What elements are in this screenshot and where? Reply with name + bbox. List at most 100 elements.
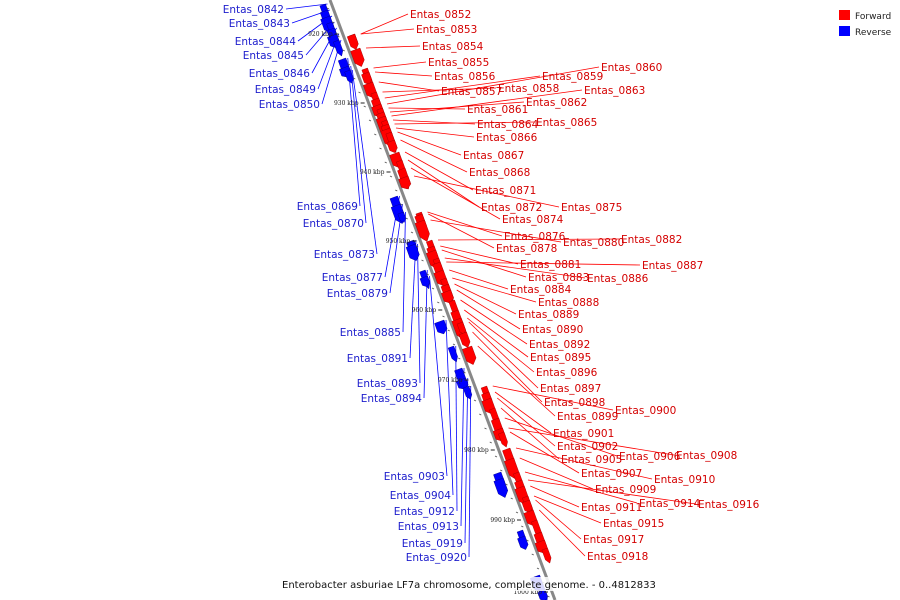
- forward-gene-label[interactable]: Entas_0878: [496, 243, 557, 255]
- forward-gene-label[interactable]: Entas_0874: [502, 214, 564, 226]
- forward-gene-label[interactable]: Entas_0918: [587, 551, 648, 563]
- forward-gene-label[interactable]: Entas_0910: [654, 474, 715, 486]
- forward-gene-label[interactable]: Entas_0868: [469, 167, 530, 179]
- reverse-gene-label[interactable]: Entas_0903: [384, 471, 445, 483]
- reverse-gene-label[interactable]: Entas_0850: [259, 99, 320, 111]
- forward-gene-label[interactable]: Entas_0896: [536, 367, 598, 379]
- forward-gene-label[interactable]: Entas_0907: [581, 468, 642, 480]
- forward-gene-label[interactable]: Entas_0858: [498, 83, 559, 95]
- forward-gene-label[interactable]: Entas_0897: [540, 383, 601, 395]
- forward-gene-label[interactable]: Entas_0892: [529, 339, 590, 351]
- reverse-gene-label[interactable]: Entas_0893: [357, 378, 418, 390]
- forward-gene-label[interactable]: Entas_0853: [416, 24, 477, 36]
- forward-gene-label[interactable]: Entas_0916: [698, 499, 760, 511]
- reverse-gene-feature[interactable]: [456, 377, 469, 391]
- reverse-gene-label[interactable]: Entas_0904: [390, 490, 452, 502]
- forward-gene-label[interactable]: Entas_0866: [476, 132, 538, 144]
- forward-gene-label[interactable]: Entas_0863: [584, 85, 645, 97]
- reverse-gene-label[interactable]: Entas_0873: [314, 249, 375, 261]
- forward-gene-label[interactable]: Entas_0855: [428, 57, 489, 69]
- forward-gene-label[interactable]: Entas_0871: [475, 185, 536, 197]
- forward-gene-label[interactable]: Entas_0852: [410, 9, 471, 21]
- reverse-gene-label[interactable]: Entas_0885: [340, 327, 401, 339]
- forward-gene-label[interactable]: Entas_0875: [561, 202, 622, 214]
- reverse-gene-label[interactable]: Entas_0843: [229, 18, 290, 30]
- forward-gene-label[interactable]: Entas_0884: [510, 284, 572, 296]
- forward-gene-label[interactable]: Entas_0886: [587, 273, 649, 285]
- forward-gene-label[interactable]: Entas_0888: [538, 297, 599, 309]
- reverse-gene-feature[interactable]: [447, 345, 459, 363]
- reverse-gene-label[interactable]: Entas_0870: [303, 218, 364, 230]
- reverse-gene-feature[interactable]: [537, 589, 549, 600]
- forward-gene-label[interactable]: Entas_0872: [481, 202, 542, 214]
- forward-gene-feature[interactable]: [458, 331, 472, 349]
- forward-gene-label[interactable]: Entas_0905: [561, 454, 622, 466]
- forward-gene-label[interactable]: Entas_0867: [463, 150, 524, 162]
- forward-gene-feature[interactable]: [441, 289, 455, 305]
- reverse-gene-label[interactable]: Entas_0846: [249, 68, 311, 80]
- forward-gene-label[interactable]: Entas_0908: [676, 450, 737, 462]
- forward-gene-label[interactable]: Entas_0864: [477, 119, 539, 131]
- forward-gene-label[interactable]: Entas_0915: [603, 518, 664, 530]
- reverse-gene-label[interactable]: Entas_0913: [398, 521, 459, 533]
- forward-gene-label[interactable]: Entas_0862: [526, 97, 587, 109]
- reverse-gene-label[interactable]: Entas_0912: [394, 506, 455, 518]
- reverse-gene-feature[interactable]: [493, 477, 510, 499]
- forward-gene-feature[interactable]: [350, 47, 367, 68]
- forward-gene-label[interactable]: Entas_0887: [642, 260, 703, 272]
- reverse-gene-label[interactable]: Entas_0842: [223, 4, 284, 16]
- reverse-gene-feature[interactable]: [462, 385, 473, 400]
- reverse-gene-label[interactable]: Entas_0849: [255, 84, 316, 96]
- reverse-gene-label[interactable]: Entas_0894: [361, 393, 423, 405]
- forward-gene-label[interactable]: Entas_0901: [553, 428, 614, 440]
- forward-gene-label[interactable]: Entas_0898: [544, 397, 605, 409]
- forward-gene-label[interactable]: Entas_0861: [467, 104, 528, 116]
- forward-gene-feature[interactable]: [456, 321, 467, 335]
- reverse-gene-label[interactable]: Entas_0844: [235, 36, 297, 48]
- reverse-gene-feature[interactable]: [397, 211, 407, 223]
- forward-gene-label[interactable]: Entas_0859: [542, 71, 603, 83]
- reverse-gene-feature[interactable]: [344, 69, 355, 84]
- forward-gene-label[interactable]: Entas_0860: [601, 62, 662, 74]
- forward-gene-label[interactable]: Entas_0900: [615, 405, 676, 417]
- reverse-gene-label[interactable]: Entas_0877: [322, 272, 383, 284]
- forward-gene-label[interactable]: Entas_0854: [422, 41, 484, 53]
- reverse-gene-feature[interactable]: [405, 243, 421, 262]
- forward-gene-label[interactable]: Entas_0914: [639, 498, 701, 510]
- forward-gene-label[interactable]: Entas_0909: [595, 484, 656, 496]
- forward-gene-label[interactable]: Entas_0917: [583, 534, 644, 546]
- forward-gene-label[interactable]: Entas_0899: [557, 411, 618, 423]
- forward-gene-feature[interactable]: [414, 219, 432, 243]
- forward-gene-feature[interactable]: [462, 345, 478, 366]
- reverse-gene-label[interactable]: Entas_0869: [297, 201, 358, 213]
- reverse-gene-feature[interactable]: [333, 39, 344, 57]
- forward-gene-label[interactable]: Entas_0882: [621, 234, 682, 246]
- forward-gene-label[interactable]: Entas_0902: [557, 441, 618, 453]
- forward-gene-feature[interactable]: [346, 33, 360, 51]
- reverse-gene-feature[interactable]: [517, 535, 529, 551]
- reverse-gene-label[interactable]: Entas_0919: [402, 538, 463, 550]
- reverse-gene-label[interactable]: Entas_0891: [347, 353, 408, 365]
- reverse-gene-feature[interactable]: [434, 319, 449, 336]
- forward-gene-label[interactable]: Entas_0876: [504, 231, 566, 243]
- forward-gene-label[interactable]: Entas_0857: [441, 86, 502, 98]
- forward-gene-label[interactable]: Entas_0865: [536, 117, 597, 129]
- forward-gene-feature[interactable]: [498, 431, 509, 448]
- forward-gene-feature[interactable]: [398, 175, 413, 191]
- forward-gene-feature[interactable]: [541, 547, 553, 564]
- forward-gene-label[interactable]: Entas_0881: [520, 259, 581, 271]
- forward-gene-label[interactable]: Entas_0895: [530, 352, 591, 364]
- forward-gene-feature[interactable]: [386, 139, 399, 154]
- forward-gene-feature[interactable]: [361, 71, 373, 86]
- forward-gene-label[interactable]: Entas_0856: [434, 71, 496, 83]
- forward-gene-label[interactable]: Entas_0911: [581, 502, 642, 514]
- forward-gene-label[interactable]: Entas_0890: [522, 324, 583, 336]
- forward-gene-label[interactable]: Entas_0880: [563, 237, 624, 249]
- forward-gene-label[interactable]: Entas_0883: [528, 272, 589, 284]
- reverse-gene-label[interactable]: Entas_0879: [327, 288, 388, 300]
- forward-gene-label[interactable]: Entas_0906: [619, 451, 681, 463]
- forward-gene-label[interactable]: Entas_0889: [518, 309, 579, 321]
- reverse-gene-feature[interactable]: [419, 275, 431, 288]
- reverse-gene-label[interactable]: Entas_0920: [406, 552, 467, 564]
- reverse-gene-label[interactable]: Entas_0845: [243, 50, 304, 62]
